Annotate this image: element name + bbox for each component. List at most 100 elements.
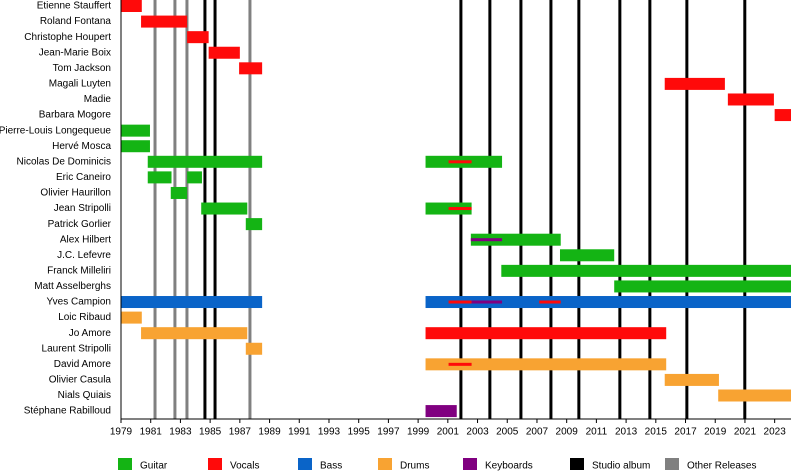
legend-label: Studio album xyxy=(592,461,650,472)
member-name: Matt Asselberghs xyxy=(34,281,111,292)
x-tick-label: 2011 xyxy=(586,427,608,438)
secondary-bar xyxy=(471,300,503,304)
period-bar xyxy=(245,342,263,355)
period-bar xyxy=(559,249,615,262)
member-name: Patrick Gorlier xyxy=(48,219,112,230)
member-name: Jo Amore xyxy=(69,328,112,339)
legend-swatch xyxy=(208,458,222,470)
member-name: Laurent Stripolli xyxy=(42,343,111,354)
member-name: Loic Ribaud xyxy=(58,312,111,323)
legend-swatch xyxy=(378,458,392,470)
period-bar xyxy=(614,280,791,293)
legend-swatch xyxy=(118,458,132,470)
period-bar xyxy=(141,327,248,340)
member-name: Roland Fontana xyxy=(40,16,112,27)
secondary-bar xyxy=(448,300,472,304)
x-tick-label: 1995 xyxy=(348,427,371,438)
member-name: Olivier Casula xyxy=(49,375,112,386)
period-bar xyxy=(774,109,791,122)
x-tick-label: 2013 xyxy=(615,427,638,438)
period-bar xyxy=(664,373,719,386)
period-bar xyxy=(425,358,667,371)
x-tick-label: 2003 xyxy=(466,427,489,438)
x-tick-label: 1983 xyxy=(169,427,192,438)
period-bar xyxy=(727,93,774,106)
member-name: Christophe Houpert xyxy=(24,32,111,43)
period-bar xyxy=(425,405,457,418)
period-bar xyxy=(425,327,667,340)
x-tick-label: 1987 xyxy=(229,427,252,438)
member-name: Hervé Mosca xyxy=(52,141,111,152)
legend-swatch xyxy=(298,458,312,470)
x-tick-label: 1993 xyxy=(318,427,341,438)
x-tick-label: 2007 xyxy=(526,427,549,438)
x-tick-label: 2001 xyxy=(437,427,460,438)
x-tick-label: 1991 xyxy=(288,427,311,438)
member-name: Madie xyxy=(84,94,112,105)
member-name: Jean Stripolli xyxy=(54,203,111,214)
period-bar xyxy=(201,202,248,215)
legend-swatch xyxy=(570,458,584,470)
secondary-bar xyxy=(448,207,472,211)
member-name: Etienne Stauffert xyxy=(37,1,112,12)
legend-label: Bass xyxy=(320,461,342,472)
period-bar xyxy=(501,264,791,277)
x-tick-label: 1985 xyxy=(199,427,222,438)
member-name: Nials Quiais xyxy=(58,390,111,401)
secondary-bar xyxy=(448,160,472,164)
secondary-bar xyxy=(539,300,561,304)
x-tick-label: 2021 xyxy=(734,427,757,438)
x-tick-label: 2015 xyxy=(645,427,668,438)
x-tick-label: 2023 xyxy=(764,427,787,438)
legend-label: Drums xyxy=(400,461,429,472)
member-name: Jean-Marie Boix xyxy=(39,47,111,58)
legend-swatch xyxy=(665,458,679,470)
x-tick-label: 1989 xyxy=(258,427,281,438)
period-bar xyxy=(121,0,142,12)
secondary-bar xyxy=(470,238,503,242)
member-name: Olivier Haurillon xyxy=(40,188,111,199)
member-name: Yves Campion xyxy=(47,297,111,308)
period-bar xyxy=(121,311,142,324)
period-bar xyxy=(208,46,240,59)
x-tick-label: 2009 xyxy=(556,427,579,438)
period-bar xyxy=(245,218,263,231)
period-bar xyxy=(425,296,791,309)
period-bar xyxy=(170,186,188,199)
member-name: Nicolas De Dominicis xyxy=(17,156,111,167)
member-name: J.C. Lefevre xyxy=(57,250,111,261)
secondary-bar xyxy=(448,362,472,366)
period-bar xyxy=(121,140,150,153)
member-name: David Amore xyxy=(54,359,112,370)
period-bar xyxy=(239,62,263,75)
legend-swatch xyxy=(463,458,477,470)
x-tick-label: 1999 xyxy=(407,427,430,438)
member-name: Magali Luyten xyxy=(49,79,111,90)
x-tick-label: 1997 xyxy=(377,427,400,438)
legend-label: Vocals xyxy=(230,461,259,472)
period-bar xyxy=(121,296,263,309)
period-bar xyxy=(141,15,188,28)
legend-label: Guitar xyxy=(140,461,168,472)
x-tick-label: 2005 xyxy=(496,427,519,438)
period-bar xyxy=(187,171,202,184)
period-bar xyxy=(187,31,209,44)
member-name: Pierre-Louis Longequeue xyxy=(0,125,111,136)
member-name: Eric Caneiro xyxy=(56,172,111,183)
x-tick-label: 2019 xyxy=(704,427,727,438)
member-name: Tom Jackson xyxy=(53,63,111,74)
x-tick-label: 1979 xyxy=(110,427,133,438)
period-bar xyxy=(147,171,172,184)
legend-label: Keyboards xyxy=(485,461,533,472)
period-bar xyxy=(470,233,561,246)
member-name: Stéphane Rabilloud xyxy=(24,406,111,417)
x-tick-label: 2017 xyxy=(674,427,697,438)
x-tick-label: 1981 xyxy=(140,427,163,438)
member-name: Franck Milleliri xyxy=(47,266,111,277)
period-bar xyxy=(121,124,150,137)
period-bar xyxy=(664,77,725,90)
member-name: Alex Hilbert xyxy=(60,234,111,245)
member-name: Barbara Mogore xyxy=(39,110,112,121)
period-bar xyxy=(718,389,791,402)
